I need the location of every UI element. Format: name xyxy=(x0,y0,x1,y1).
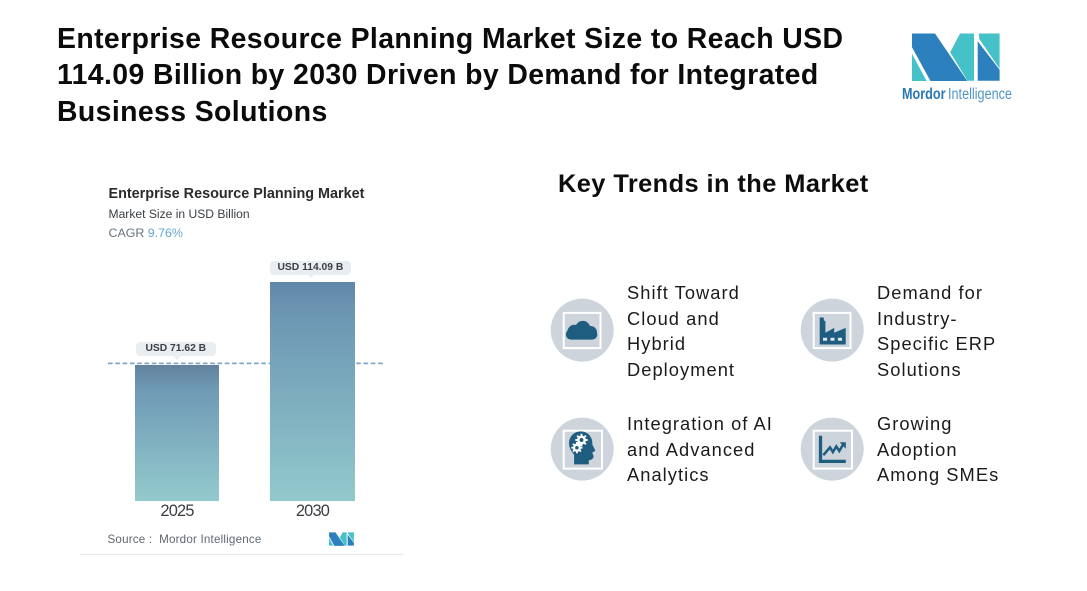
svg-text:Mordor: Mordor xyxy=(902,86,946,103)
svg-text:Intelligence: Intelligence xyxy=(948,86,1012,103)
